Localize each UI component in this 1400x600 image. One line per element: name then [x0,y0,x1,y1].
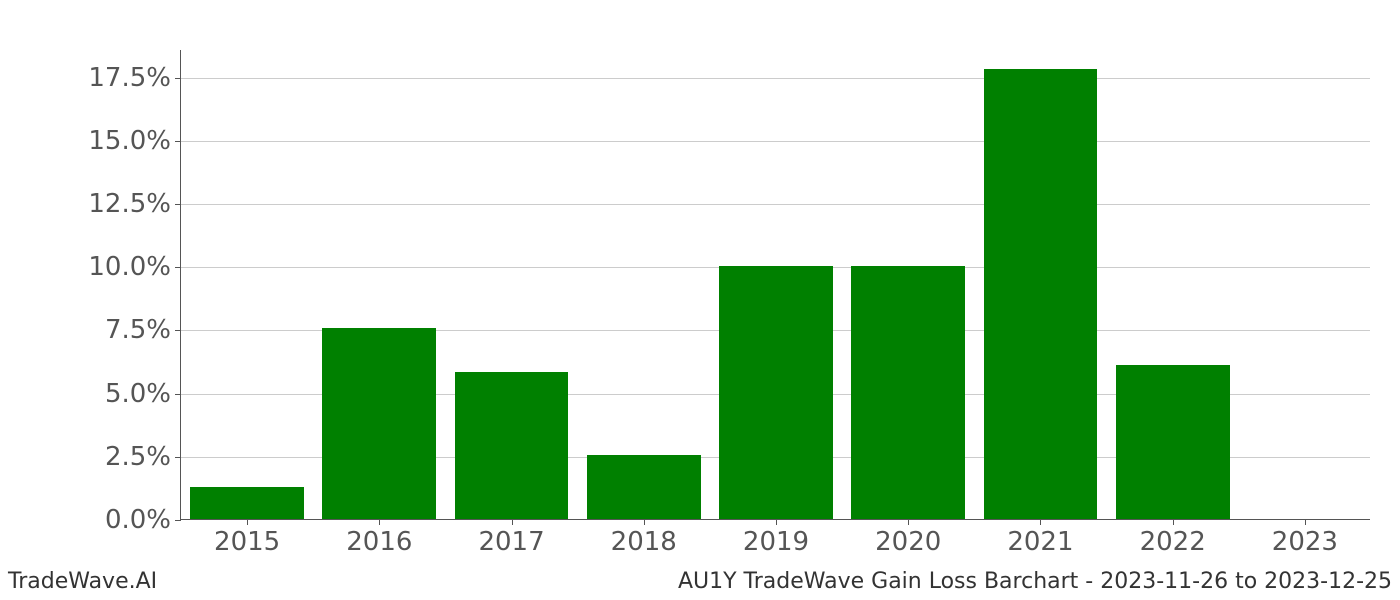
bar [322,328,436,519]
bar [1116,365,1230,519]
bar [984,69,1098,519]
x-tick-label: 2022 [1140,519,1206,557]
x-tick-label: 2017 [478,519,544,557]
bar [719,266,833,519]
y-tick-label: 15.0% [88,126,181,156]
gridline [181,141,1370,142]
chart-container: 0.0% 2.5% 5.0% 7.5% 10.0% 12.5% 15.0% 17.5% 2015… [0,0,1400,600]
y-tick-label: 10.0% [88,252,181,282]
x-tick-label: 2023 [1272,519,1338,557]
y-tick-label: 7.5% [105,315,181,345]
y-tick-label: 5.0% [105,379,181,409]
plot-area: 0.0%2.5%5.0%7.5%10.0%12.5%15.0%17.5%2015… [180,50,1370,520]
bar [587,455,701,519]
bar [851,266,965,519]
x-tick-label: 2019 [743,519,809,557]
x-tick-label: 2018 [611,519,677,557]
y-tick-label: 2.5% [105,442,181,472]
y-tick-label: 12.5% [88,189,181,219]
y-tick-label: 0.0% [105,505,181,535]
y-tick-label: 17.5% [88,63,181,93]
x-tick-label: 2016 [346,519,412,557]
gridline [181,78,1370,79]
gridline [181,204,1370,205]
footer-left-text: TradeWave.AI [8,569,157,594]
bar [190,487,304,519]
x-tick-label: 2015 [214,519,280,557]
bar [455,372,569,519]
x-tick-label: 2021 [1007,519,1073,557]
x-tick-label: 2020 [875,519,941,557]
footer-right-text: AU1Y TradeWave Gain Loss Barchart - 2023… [678,569,1392,594]
